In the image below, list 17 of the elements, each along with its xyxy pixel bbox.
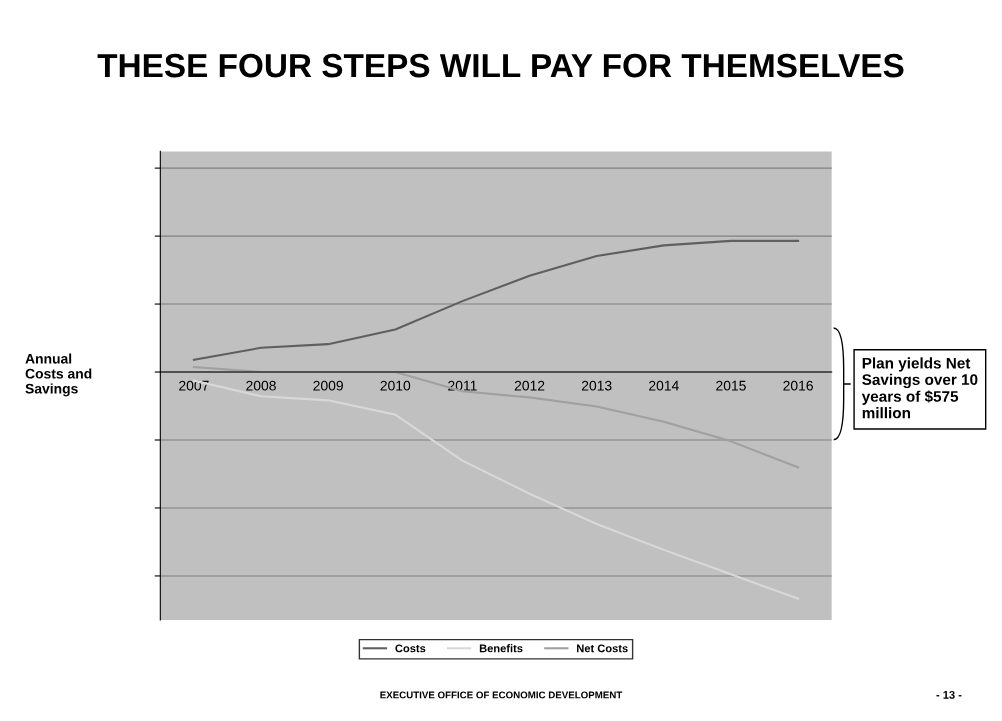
legend-label: Benefits bbox=[479, 644, 523, 653]
x-tick-label: 2008 bbox=[246, 380, 276, 391]
text: Plan yields Net Savings over 10 years of $575 million bbox=[861, 357, 978, 419]
x-tick-label: 2016 bbox=[783, 380, 813, 391]
x-tick-label: 2014 bbox=[649, 380, 679, 391]
x-tick-label: 2015 bbox=[716, 380, 746, 391]
x-tick-label: 2010 bbox=[380, 380, 411, 391]
x-tick-label: 2009 bbox=[313, 380, 343, 391]
legend-label: Net Costs bbox=[577, 644, 628, 653]
x-tick-label: 2012 bbox=[514, 380, 545, 391]
text: - 13 - bbox=[936, 690, 962, 699]
y-axis-title: Annual Costs and Savings bbox=[25, 353, 92, 397]
x-tick-label: 2013 bbox=[581, 380, 612, 391]
x-tick-label: 2011 bbox=[448, 380, 477, 391]
legend-label: Costs bbox=[395, 644, 426, 653]
text: EXECUTIVE OFFICE OF ECONOMIC DEVELOPMENT bbox=[380, 691, 623, 699]
chart-title: THESE FOUR STEPS WILL PAY FOR THEMSELVES bbox=[97, 53, 904, 78]
